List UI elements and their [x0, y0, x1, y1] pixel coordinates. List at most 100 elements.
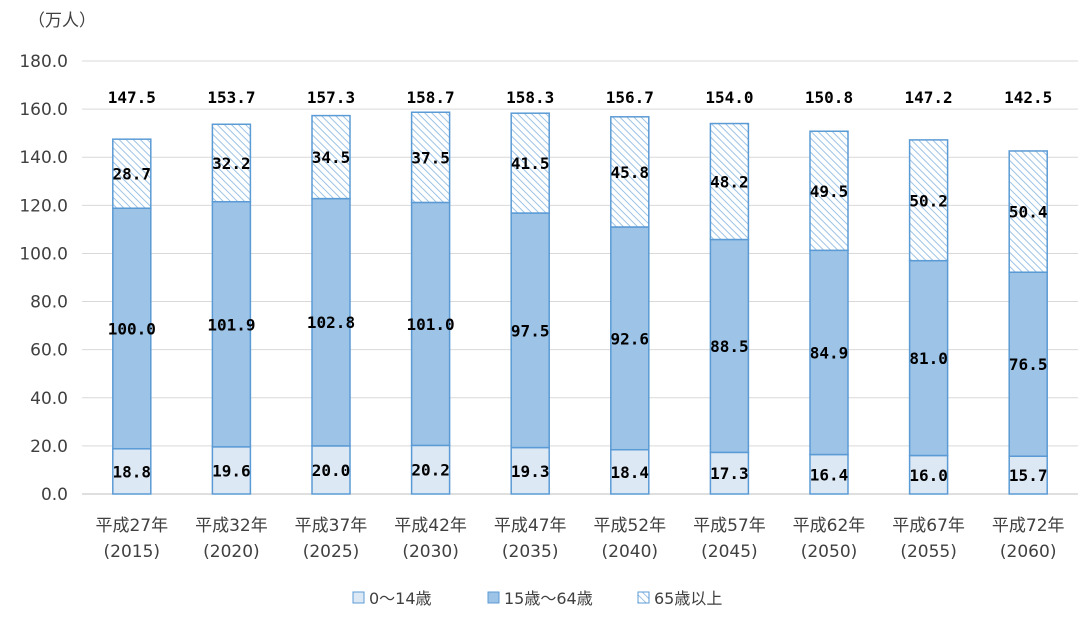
legend-label: 65歳以上: [654, 589, 722, 608]
bar-segment: [1008, 271, 1048, 457]
y-tick-label: 180.0: [19, 52, 68, 72]
x-tick-label: 平成37年: [295, 516, 368, 536]
x-tick-label-year: (2015): [104, 542, 161, 562]
x-tick-label: 平成32年: [195, 516, 268, 536]
bar-segment: [709, 122, 750, 241]
data-label: 92.6: [611, 329, 650, 348]
bar-segment: [211, 446, 252, 495]
bar-segment: [908, 259, 949, 457]
bar-segment: [510, 112, 550, 214]
x-tick-label: 平成62年: [793, 516, 866, 536]
bar-segment: [410, 201, 451, 447]
x-axis: 平成27年 (2015) 平成32年 (2020) 平成37年 (2025) 平成42年 (2…: [95, 516, 1064, 562]
data-label: 50.4: [1009, 203, 1048, 222]
bar-segment: [112, 138, 152, 209]
total-label: 157.3: [307, 88, 355, 107]
bar-segment: [311, 197, 351, 447]
legend: 0～14歳 15歳～64歳 65歳以上: [352, 589, 722, 608]
legend-label: 15歳～64歳: [504, 589, 593, 608]
bar-segment: [311, 445, 351, 495]
data-label: 34.5: [312, 148, 351, 167]
total-label: 150.8: [805, 88, 853, 107]
x-tick-label-year: (2055): [900, 542, 957, 562]
data-label: 48.2: [710, 173, 749, 192]
x-tick-label: 平成67年: [892, 516, 965, 536]
x-tick-label: 平成42年: [394, 516, 467, 536]
data-label: 100.0: [108, 319, 156, 338]
data-labels: 18.8 100.0 28.7 147.5 19.6 101.9 32.2 153.7 20.0…: [108, 88, 1053, 485]
bar-segment: [809, 453, 849, 495]
data-label: 81.0: [909, 349, 948, 368]
bar-segment: [410, 444, 451, 495]
x-tick-label-year: (2025): [303, 542, 360, 562]
bar-segment: [809, 130, 849, 252]
legend-swatch: [487, 591, 500, 604]
data-label: 45.8: [611, 163, 650, 182]
bar-segment: [510, 446, 550, 495]
data-label: 88.5: [710, 337, 749, 356]
y-tick-label: 120.0: [19, 196, 68, 216]
data-label: 32.2: [212, 154, 251, 173]
bar-segment: [610, 116, 650, 228]
bar-segment: [610, 226, 650, 451]
x-tick-label: 平成47年: [494, 516, 567, 536]
legend-swatch: [352, 591, 365, 604]
total-label: 158.7: [407, 88, 455, 107]
x-tick-label-year: (2020): [203, 542, 260, 562]
data-label: 18.8: [113, 462, 152, 481]
x-tick-label-year: (2050): [801, 542, 858, 562]
bar-segment: [211, 200, 252, 448]
data-label: 15.7: [1009, 466, 1048, 485]
total-label: 156.7: [606, 88, 654, 107]
data-label: 17.3: [710, 464, 749, 483]
bars: [112, 111, 1048, 495]
data-label: 41.5: [511, 154, 550, 173]
bar-segment: [908, 139, 949, 262]
x-tick-label-year: (2035): [502, 542, 559, 562]
x-tick-label-year: (2040): [602, 542, 659, 562]
data-label: 102.8: [307, 313, 355, 332]
data-label: 16.0: [909, 466, 948, 485]
data-label: 37.5: [411, 148, 450, 167]
y-tick-label: 40.0: [30, 389, 68, 409]
data-label: 49.5: [810, 182, 849, 201]
total-label: 153.7: [207, 88, 255, 107]
legend-label: 0～14歳: [369, 589, 432, 608]
x-tick-label: 平成72年: [992, 516, 1065, 536]
data-label: 97.5: [511, 321, 550, 340]
bar-segment: [311, 114, 351, 200]
data-label: 19.6: [212, 461, 251, 480]
data-label: 16.4: [810, 465, 849, 484]
y-tick-label: 20.0: [30, 437, 68, 457]
x-tick-label-year: (2060): [1000, 542, 1057, 562]
y-tick-label: 0.0: [41, 485, 68, 505]
data-label: 84.9: [810, 343, 849, 362]
y-tick-label: 80.0: [30, 293, 68, 313]
bar-segment: [211, 123, 252, 203]
data-label: 20.2: [411, 461, 450, 480]
x-tick-label: 平成27年: [95, 516, 168, 536]
y-tick-label: 60.0: [30, 341, 68, 361]
legend-swatch: [637, 591, 650, 604]
bar-segment: [1008, 150, 1048, 273]
data-label: 76.5: [1009, 355, 1048, 374]
bar-segment: [809, 249, 849, 456]
y-tick-label: 160.0: [19, 100, 68, 120]
bar-segment: [1008, 455, 1048, 495]
x-tick-label-year: (2045): [701, 542, 758, 562]
total-label: 147.5: [108, 88, 156, 107]
unit-label: （万人）: [28, 11, 96, 31]
x-tick-label: 平成57年: [693, 516, 766, 536]
total-label: 142.5: [1004, 88, 1052, 107]
data-label: 50.2: [909, 191, 948, 210]
data-label: 28.7: [113, 165, 152, 184]
total-label: 154.0: [705, 88, 753, 107]
bar-segment: [709, 238, 750, 454]
y-tick-label: 100.0: [19, 244, 68, 264]
data-label: 101.0: [407, 315, 455, 334]
bar-segment: [908, 454, 949, 495]
bar-segment: [410, 111, 451, 204]
bar-segment: [610, 448, 650, 495]
total-label: 147.2: [905, 88, 953, 107]
